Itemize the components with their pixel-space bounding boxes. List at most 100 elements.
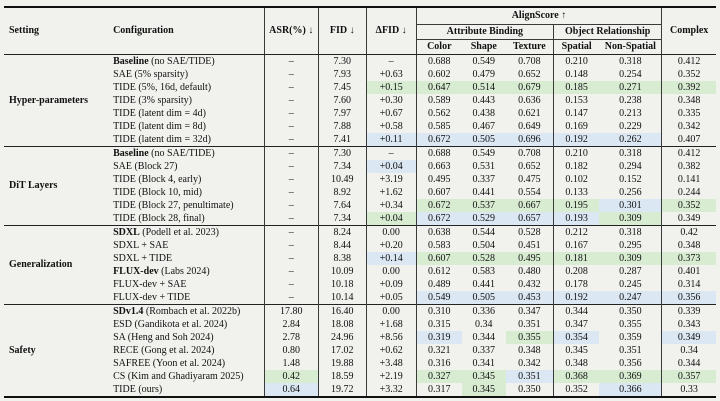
value-cell-dfid: +0.58: [366, 120, 417, 133]
configuration-cell: FLUX-dev + SAE: [108, 278, 265, 291]
value-cell-spatial: 0.368: [553, 370, 600, 383]
value-cell-spatial: 0.147: [565, 107, 588, 119]
value-cell-spatial: 0.195: [553, 199, 600, 212]
value-cell-color: 0.602: [428, 68, 451, 80]
value-cell-spatial: 0.133: [565, 186, 588, 198]
value-cell-asr: 0.80: [264, 344, 319, 357]
value-cell-shape: 0.441: [472, 278, 496, 290]
table-row: FLUX-dev + SAE –10.18 +0.09 0.489 0.441 0.432…: [4, 278, 716, 291]
value-cell-texture: 0.657: [505, 212, 555, 226]
value-cell-non_spatial: 0.238: [599, 94, 663, 107]
value-cell-dfid: +0.20: [366, 239, 417, 252]
value-cell-fid: 7.30: [318, 54, 367, 68]
value-cell-asr: 0.42: [264, 370, 319, 383]
value-cell-color: 0.672: [416, 199, 462, 212]
value-cell-fid: 8.38: [318, 252, 367, 265]
value-cell-fid: 7.88: [318, 120, 367, 133]
configuration-cell: SAFREE (Yoon et al. 2024): [108, 357, 265, 370]
configuration-cell: RECE (Gong et al. 2024): [108, 344, 265, 357]
value-cell-color: 0.489: [428, 278, 451, 290]
value-cell-complex: 0.357: [661, 370, 716, 383]
value-cell-fid: 10.09: [318, 265, 367, 278]
value-cell-asr: –: [264, 160, 319, 173]
table-row: FLUX-dev (Labs 2024) –10.09 0.00 0.612 0.583…: [4, 265, 716, 278]
value-cell-fid: 18.08: [318, 318, 367, 331]
header-asr: ASR(%) ↓: [264, 7, 319, 55]
value-cell-complex: 0.373: [661, 252, 716, 265]
header-texture: Texture: [505, 39, 555, 55]
value-cell-shape: 0.441: [472, 186, 496, 198]
value-cell-non_spatial: 0.295: [599, 239, 663, 252]
setting-label: DiT Layers: [4, 146, 109, 226]
value-cell-complex: 0.34: [680, 344, 698, 356]
value-cell-color: 0.310: [416, 304, 462, 318]
value-cell-non_spatial: 0.229: [599, 120, 663, 133]
table-row: TIDE (3% sparsity) –7.60 +0.30 0.589 0.443 0.…: [4, 94, 716, 107]
value-cell-dfid: +0.67: [366, 107, 417, 120]
value-cell-dfid: +1.62: [366, 186, 417, 199]
value-cell-spatial: 0.192: [553, 133, 600, 147]
value-cell-color: 0.638: [416, 225, 462, 239]
value-cell-color: 0.562: [428, 107, 451, 119]
table-row: SDXL + SAE –8.44 +0.20 0.583 0.504 0.451 0.167…: [4, 239, 716, 252]
table-row: TIDE (Block 27, penultimate) –7.64 +0.34 0.…: [4, 199, 716, 212]
value-cell-spatial: 0.185: [553, 81, 600, 94]
configuration-cell: SDv1.4 (Rombach et al. 2022b): [108, 304, 265, 318]
value-cell-asr: –: [264, 239, 319, 252]
value-cell-spatial: 0.348: [565, 357, 588, 369]
value-cell-spatial: 0.352: [565, 383, 588, 395]
value-cell-color: 0.647: [416, 81, 462, 94]
value-cell-non_spatial: 0.262: [599, 133, 663, 147]
value-cell-complex: 0.42: [661, 225, 716, 239]
value-cell-complex: 0.33: [680, 383, 698, 395]
value-cell-dfid: +1.68: [366, 318, 417, 331]
value-cell-color: 0.321: [428, 344, 451, 356]
setting-label: Safety: [4, 304, 109, 397]
value-cell-texture: 0.342: [505, 357, 555, 370]
value-cell-dfid: +3.19: [366, 173, 417, 186]
value-cell-color: 0.319: [416, 331, 462, 344]
value-cell-color: 0.663: [428, 160, 451, 172]
table-row: TIDE (latent dim = 32d) –7.41 +0.11 0.672 0.…: [4, 133, 716, 147]
header-color: Color: [416, 39, 462, 55]
value-cell-non_spatial: 0.301: [599, 199, 663, 212]
header-complex: Complex: [661, 7, 716, 55]
value-cell-texture: 0.679: [505, 81, 555, 94]
value-cell-asr: –: [264, 186, 319, 199]
table-row: TIDE (Block 10, mid) –8.92 +1.62 0.607 0.441…: [4, 186, 716, 199]
value-cell-non_spatial: 0.245: [599, 278, 663, 291]
value-cell-color: 0.688: [416, 146, 462, 160]
value-cell-non_spatial: 0.247: [599, 291, 663, 305]
value-cell-spatial: 0.347: [565, 318, 588, 330]
value-cell-dfid: +0.15: [366, 81, 417, 94]
value-cell-non_spatial: 0.369: [599, 370, 663, 383]
value-cell-fid: 10.18: [318, 278, 367, 291]
results-table: Setting Configuration ASR(%) ↓ FID ↓ ΔFI…: [4, 6, 716, 398]
header-delta-fid: ΔFID ↓: [366, 7, 417, 55]
value-cell-fid: 16.40: [318, 304, 367, 318]
value-cell-dfid: +0.30: [366, 94, 417, 107]
value-cell-asr: –: [264, 81, 319, 94]
value-cell-fid: 17.02: [318, 344, 367, 357]
table-header: Setting Configuration ASR(%) ↓ FID ↓ ΔFI…: [4, 7, 716, 55]
value-cell-asr: –: [264, 173, 319, 186]
configuration-cell: Baseline (no SAE/TIDE): [108, 54, 265, 68]
value-cell-non_spatial: 0.271: [599, 81, 663, 94]
header-attribute-binding: Attribute Binding: [416, 24, 555, 40]
value-cell-shape: 0.344: [472, 331, 496, 343]
value-cell-texture: 0.495: [505, 252, 555, 265]
value-cell-non_spatial: 0.359: [599, 331, 663, 344]
table-row: TIDE (Block 28, final) –7.34 +0.04 0.672 0.5…: [4, 212, 716, 226]
value-cell-shape: 0.467: [472, 120, 496, 132]
value-cell-texture: 0.348: [505, 344, 555, 357]
value-cell-fid: 7.64: [318, 199, 367, 212]
value-cell-dfid: +2.19: [366, 370, 417, 383]
value-cell-non_spatial: 0.355: [599, 318, 663, 331]
value-cell-color: 0.607: [416, 252, 462, 265]
value-cell-shape: 0.336: [461, 304, 506, 318]
value-cell-shape: 0.544: [461, 225, 506, 239]
value-cell-texture: 0.667: [505, 199, 555, 212]
setting-label: Generalization: [4, 225, 109, 305]
value-cell-shape: 0.504: [472, 239, 496, 251]
table-row: SAE (Block 27) –7.34 +0.04 0.663 0.531 0.652 0…: [4, 160, 716, 173]
